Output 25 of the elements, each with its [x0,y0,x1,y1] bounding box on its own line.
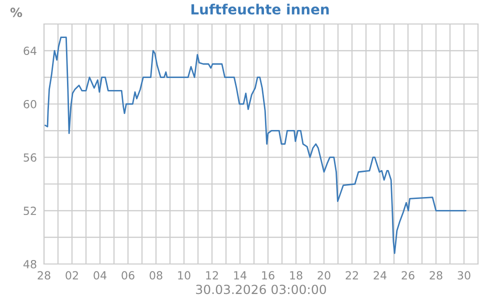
x-axis-title: 30.03.2026 03:00:00 [196,284,326,294]
x-tick-label: 02 [66,271,78,280]
y-tick-label: 56 [24,153,36,162]
line-series [44,36,466,254]
x-tick-label: 26 [402,271,414,280]
x-tick-label: 06 [122,271,134,280]
x-tick-label: 14 [234,271,246,280]
x-tick-label: 30 [458,271,470,280]
x-tick-label: 20 [318,271,330,280]
x-tick-label: 10 [178,271,190,280]
y-tick-label: 48 [23,260,36,268]
x-tick-label: 28 [38,271,50,280]
x-tick-label: 04 [94,271,106,280]
x-tick-label: 28 [430,271,442,280]
y-axis-title: % [10,8,22,18]
x-tick-label: 08 [150,271,162,280]
x-tick-label: 24 [374,271,386,280]
x-tick-label: 16 [262,271,274,280]
x-tick-label: 12 [206,271,218,280]
y-tick-label: 60 [24,100,36,108]
y-tick-label: 52 [24,206,36,216]
x-tick-label: 22 [346,271,358,280]
chart-title: Luftfeuchte innen [191,4,329,15]
x-tick-label: 18 [290,271,302,280]
y-tick-label: 64 [24,46,36,56]
